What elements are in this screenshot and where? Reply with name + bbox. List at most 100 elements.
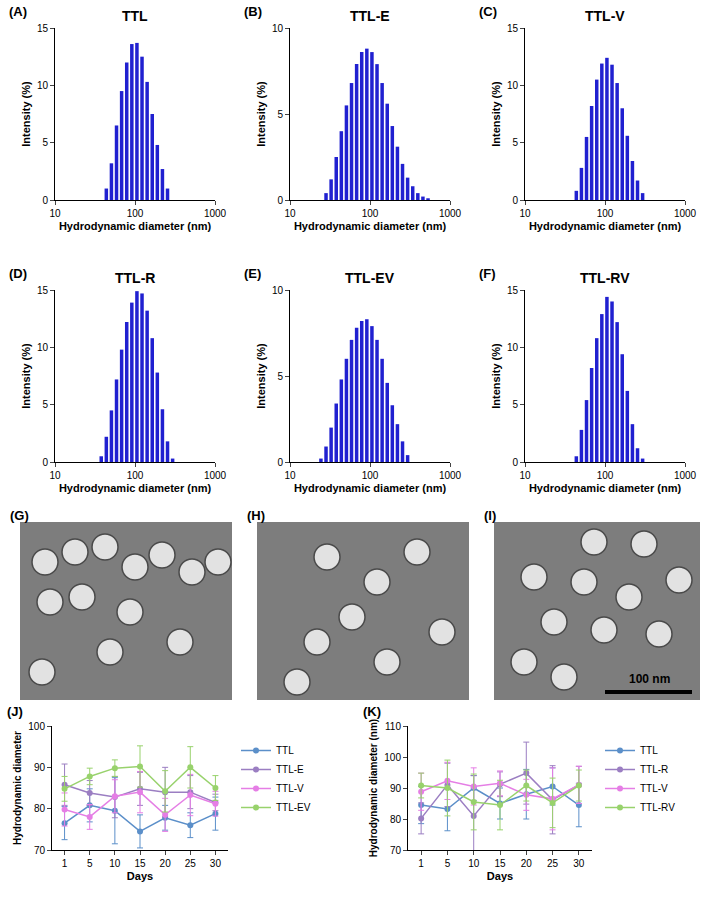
svg-text:10: 10 [284,470,296,481]
svg-text:5: 5 [512,399,518,410]
svg-text:TTL-R: TTL-R [115,270,155,286]
svg-text:30: 30 [210,858,222,869]
svg-text:TTL-EV: TTL-EV [345,270,395,286]
svg-text:100 nm: 100 nm [629,672,670,686]
svg-text:10: 10 [49,208,61,219]
svg-text:10: 10 [468,858,480,869]
svg-text:Intensity (%): Intensity (%) [490,81,502,147]
svg-text:90: 90 [34,762,46,773]
svg-text:(E): (E) [244,266,261,281]
svg-text:15: 15 [37,23,49,34]
svg-text:25: 25 [547,858,559,869]
svg-text:100: 100 [127,208,144,219]
svg-text:90: 90 [390,783,402,794]
svg-text:(A): (A) [9,4,27,19]
svg-text:1000: 1000 [439,470,462,481]
svg-text:15: 15 [37,285,49,296]
svg-text:Days: Days [127,870,153,882]
svg-text:5: 5 [277,371,283,382]
svg-text:5: 5 [87,858,93,869]
svg-text:5: 5 [512,137,518,148]
svg-text:5: 5 [42,399,48,410]
svg-text:TTL: TTL [122,8,148,24]
svg-text:(I): (I) [484,508,496,523]
svg-text:Intensity (%): Intensity (%) [490,343,502,409]
svg-text:100: 100 [28,721,45,732]
svg-text:10: 10 [507,80,519,91]
svg-text:0: 0 [512,457,518,468]
svg-text:TTL-EV: TTL-EV [276,802,311,813]
svg-text:Hydrodynamic diameter (nm): Hydrodynamic diameter (nm) [59,482,212,494]
svg-text:Hydrodynamic diameter (nm): Hydrodynamic diameter (nm) [529,482,682,494]
svg-text:70: 70 [390,845,402,856]
svg-text:TTL-RV: TTL-RV [640,802,675,813]
svg-text:10: 10 [519,470,531,481]
svg-text:TTL-V: TTL-V [640,783,668,794]
svg-text:5: 5 [445,858,451,869]
svg-text:(H): (H) [247,508,265,523]
svg-text:TTL-RV: TTL-RV [580,270,630,286]
svg-text:0: 0 [277,457,283,468]
svg-text:1000: 1000 [674,208,697,219]
svg-text:1: 1 [418,858,424,869]
svg-text:5: 5 [42,137,48,148]
svg-text:110: 110 [385,721,401,732]
svg-text:1000: 1000 [674,470,697,481]
svg-text:30: 30 [573,858,585,869]
svg-text:100: 100 [597,470,614,481]
svg-text:(F): (F) [479,266,496,281]
svg-text:20: 20 [160,858,172,869]
svg-text:(K): (K) [363,704,381,719]
svg-text:0: 0 [42,195,48,206]
svg-text:1: 1 [62,858,68,869]
svg-text:(J): (J) [7,704,23,719]
svg-text:1000: 1000 [204,208,227,219]
svg-text:Intensity (%): Intensity (%) [255,81,267,147]
svg-text:0: 0 [42,457,48,468]
svg-text:1000: 1000 [439,208,462,219]
svg-text:5: 5 [277,109,283,120]
svg-text:15: 15 [494,858,506,869]
svg-text:(G): (G) [10,508,29,523]
svg-text:10: 10 [519,208,531,219]
svg-text:10: 10 [109,858,121,869]
svg-text:100: 100 [597,208,614,219]
svg-text:20: 20 [521,858,533,869]
svg-text:0: 0 [512,195,518,206]
svg-text:TTL-E: TTL-E [276,764,304,775]
svg-text:(C): (C) [479,4,497,19]
svg-text:100: 100 [384,752,401,763]
svg-text:10: 10 [37,80,49,91]
svg-text:TTL: TTL [640,745,658,756]
svg-text:0: 0 [277,195,283,206]
svg-text:TTL-R: TTL-R [640,764,668,775]
svg-text:100: 100 [127,470,144,481]
svg-text:Intensity (%): Intensity (%) [20,343,32,409]
svg-text:100: 100 [362,470,379,481]
svg-text:10: 10 [37,342,49,353]
svg-text:Hydrodynamic diameter (nm): Hydrodynamic diameter (nm) [294,220,447,232]
svg-text:70: 70 [34,845,46,856]
svg-text:15: 15 [134,858,146,869]
svg-text:10: 10 [284,208,296,219]
svg-text:TTL-V: TTL-V [585,8,625,24]
svg-text:Intensity (%): Intensity (%) [20,81,32,147]
svg-text:10: 10 [507,342,519,353]
svg-text:10: 10 [49,470,61,481]
svg-text:Hydrodynamic diameter (nm): Hydrodynamic diameter (nm) [529,220,682,232]
svg-text:TTL: TTL [276,745,294,756]
svg-text:80: 80 [390,814,402,825]
svg-text:100: 100 [362,208,379,219]
svg-text:(D): (D) [9,266,27,281]
svg-text:15: 15 [507,23,519,34]
svg-text:Days: Days [487,870,513,882]
svg-text:TTL-E: TTL-E [350,8,390,24]
svg-text:TTL-V: TTL-V [276,783,304,794]
svg-text:Hydrodynamic diameter (nm): Hydrodynamic diameter (nm) [59,220,212,232]
svg-text:Intensity (%): Intensity (%) [255,343,267,409]
svg-text:1000: 1000 [204,470,227,481]
svg-text:Hydrodynamic diameter: Hydrodynamic diameter [12,731,23,845]
svg-text:10: 10 [272,285,284,296]
svg-text:10: 10 [272,23,284,34]
svg-text:15: 15 [507,285,519,296]
